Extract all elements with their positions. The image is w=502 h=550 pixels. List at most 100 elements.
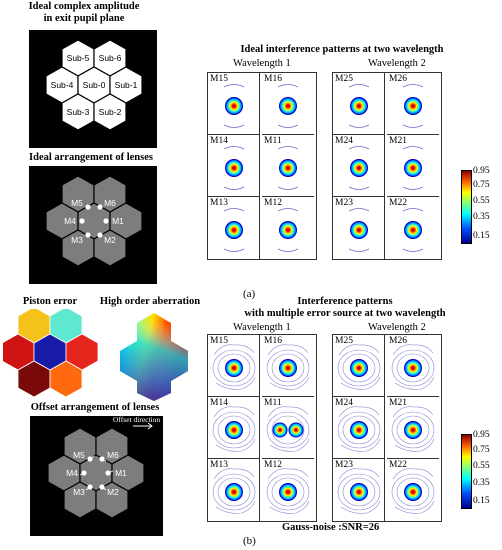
offset-label-m1: M1 bbox=[115, 468, 127, 478]
pattern-cell-label: M12 bbox=[264, 460, 282, 470]
pattern-cell-m22: M22 bbox=[387, 459, 439, 521]
lens-dot bbox=[85, 204, 91, 210]
sub-label-2: Sub-2 bbox=[99, 107, 122, 117]
pattern-cell-m23: M23 bbox=[333, 197, 385, 259]
sub-label-1: Sub-1 bbox=[115, 80, 138, 90]
lens-label-m6: M6 bbox=[104, 198, 116, 208]
pattern-cell-label: M14 bbox=[210, 398, 228, 408]
pupil-title: Ideal complex amplitude in exit pupil pl… bbox=[14, 1, 154, 25]
noise-colorbar-tick: 0.75 bbox=[473, 445, 490, 455]
pattern-cell-label: M13 bbox=[210, 198, 228, 208]
pattern-cell-label: M15 bbox=[210, 336, 228, 346]
noise-wavelength-1: Wavelength 1 bbox=[233, 322, 291, 333]
hex-sub-2 bbox=[93, 93, 127, 131]
noise-colorbar bbox=[461, 434, 472, 509]
pattern-cell-label: M11 bbox=[264, 398, 282, 408]
lens-dot bbox=[79, 218, 85, 224]
pattern-cell-label: M11 bbox=[264, 136, 282, 146]
ideal-colorbar-tick: 0.95 bbox=[473, 166, 490, 176]
lens-dot bbox=[97, 204, 103, 210]
pattern-cell-label: M26 bbox=[389, 74, 407, 84]
pattern-cell-m11: M11 bbox=[262, 397, 314, 459]
pattern-cell-label: M12 bbox=[264, 198, 282, 208]
caption-b: (b) bbox=[243, 535, 256, 547]
pattern-cell-m21: M21 bbox=[387, 397, 439, 459]
sub-label-5: Sub-5 bbox=[67, 53, 90, 63]
piston-error-svg bbox=[3, 309, 99, 398]
aberration-svg bbox=[120, 313, 188, 401]
aberration-figure bbox=[108, 309, 200, 401]
pattern-cell-label: M22 bbox=[389, 460, 407, 470]
pattern-cell-m14: M14 bbox=[208, 397, 260, 459]
lens-label-m5: M5 bbox=[71, 198, 83, 208]
pattern-cell-label: M21 bbox=[389, 398, 407, 408]
pattern-cell-m13: M13 bbox=[208, 459, 260, 521]
offset-label-m6: M6 bbox=[107, 450, 119, 460]
offset-label-m5: M5 bbox=[73, 450, 85, 460]
lens-label-m3: M3 bbox=[71, 235, 83, 245]
ideal-wavelength-2: Wavelength 2 bbox=[368, 58, 426, 69]
pattern-cell-m26: M26 bbox=[387, 73, 439, 135]
noise-grid-title-2: with multiple error source at two wavele… bbox=[244, 308, 446, 319]
offset-lens-svg: M5 M6 M4 M1 M3 M2 bbox=[47, 422, 153, 519]
offset-label-m2: M2 bbox=[107, 487, 119, 497]
offset-lens-figure: M5 M6 M4 M1 M3 M2 bbox=[30, 416, 163, 536]
noise-colorbar-tick: 0.55 bbox=[473, 461, 490, 471]
caption-a: (a) bbox=[243, 288, 256, 300]
pattern-cell-m16: M16 bbox=[262, 73, 314, 135]
pattern-cell-label: M24 bbox=[335, 136, 353, 146]
pattern-cell-m24: M24 bbox=[333, 397, 385, 459]
pattern-cell-label: M15 bbox=[210, 74, 228, 84]
lens-dot bbox=[97, 232, 103, 238]
pattern-cell-label: M21 bbox=[389, 136, 407, 146]
ideal-colorbar-tick: 0.55 bbox=[473, 196, 490, 206]
piston-hex bbox=[49, 360, 83, 398]
noise-grid-w2 bbox=[332, 334, 442, 522]
noise-wavelength-2: Wavelength 2 bbox=[368, 322, 426, 333]
aberration-title: High order aberration bbox=[99, 296, 201, 307]
pattern-cell-m15: M15 bbox=[208, 73, 260, 135]
noise-colorbar-tick: 0.95 bbox=[473, 430, 490, 440]
pattern-cell-m24: M24 bbox=[333, 135, 385, 197]
pattern-cell-label: M13 bbox=[210, 460, 228, 470]
pattern-cell-label: M25 bbox=[335, 336, 353, 346]
noise-colorbar-tick: 0.35 bbox=[473, 478, 490, 488]
sub-label-6: Sub-6 bbox=[99, 53, 122, 63]
pattern-cell-label: M14 bbox=[210, 136, 228, 146]
ideal-pupil-svg: Sub-5 Sub-6 Sub-4 Sub-0 Sub-1 Sub-3 Sub-… bbox=[45, 39, 143, 131]
noise-colorbar-tick: 0.15 bbox=[473, 496, 490, 506]
offset-label-m3: M3 bbox=[73, 487, 85, 497]
pattern-cell-label: M16 bbox=[264, 336, 282, 346]
piston-error-figure bbox=[3, 309, 101, 403]
sub-label-0: Sub-0 bbox=[83, 80, 106, 90]
pattern-cell-label: M26 bbox=[389, 336, 407, 346]
noise-note: Gauss-noise :SNR=26 bbox=[282, 522, 380, 533]
ideal-grid-w2 bbox=[332, 72, 442, 260]
ideal-colorbar-tick: 0.35 bbox=[473, 212, 490, 222]
offset-direction-label: Offset direction bbox=[113, 415, 161, 424]
sub-label-3: Sub-3 bbox=[67, 107, 90, 117]
pattern-cell-m25: M25 bbox=[333, 335, 385, 397]
piston-title: Piston error bbox=[22, 296, 78, 307]
ideal-lens-svg: M5 M6 M4 M1 M3 M2 bbox=[45, 175, 143, 267]
pattern-cell-m22: M22 bbox=[387, 197, 439, 259]
ideal-pupil-figure: Sub-5 Sub-6 Sub-4 Sub-0 Sub-1 Sub-3 Sub-… bbox=[29, 30, 157, 148]
pupil-title-line-1: Ideal complex amplitude bbox=[28, 1, 140, 12]
pattern-cell-m23: M23 bbox=[333, 459, 385, 521]
pattern-cell-m26: M26 bbox=[387, 335, 439, 397]
pattern-cell-m25: M25 bbox=[333, 73, 385, 135]
ideal-lens-title: Ideal arrangement of lenses bbox=[29, 152, 153, 163]
lens-dot bbox=[103, 218, 109, 224]
pattern-cell-label: M16 bbox=[264, 74, 282, 84]
pattern-cell-label: M22 bbox=[389, 198, 407, 208]
ideal-lens-figure: M5 M6 M4 M1 M3 M2 bbox=[29, 166, 157, 284]
lens-dot bbox=[85, 232, 91, 238]
ideal-colorbar-tick: 0.75 bbox=[473, 180, 490, 190]
pattern-cell-label: M25 bbox=[335, 74, 353, 84]
pattern-cell-m15: M15 bbox=[208, 335, 260, 397]
pattern-cell-m14: M14 bbox=[208, 135, 260, 197]
ideal-colorbar-tick: 0.15 bbox=[473, 231, 490, 241]
lens-label-m2: M2 bbox=[104, 235, 116, 245]
noise-grid-title-1: Interference patterns bbox=[297, 296, 393, 307]
pattern-cell-label: M23 bbox=[335, 198, 353, 208]
